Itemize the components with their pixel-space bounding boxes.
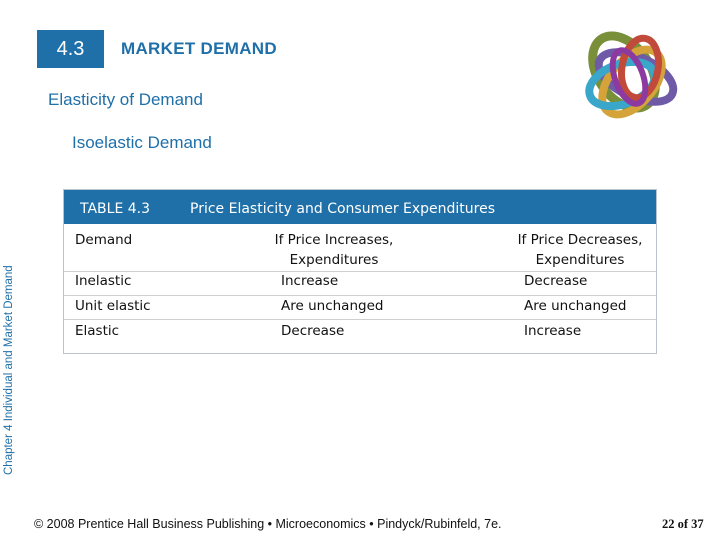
table-cell: Inelastic xyxy=(75,273,132,289)
table-cell: Elastic xyxy=(75,323,120,339)
slide-subtitle: Elasticity of Demand xyxy=(48,90,203,109)
page-number: 22 of 37 xyxy=(662,517,704,531)
column-header-price-decreases: If Price Decreases, Expenditures xyxy=(480,230,680,270)
chapter-sidebar-label: Chapter 4 Individual and Market Demand xyxy=(3,265,15,475)
column-header-price-increases: If Price Increases, Expenditures xyxy=(234,230,434,270)
footer-copyright: © 2008 Prentice Hall Business Publishing… xyxy=(34,517,502,531)
section-title: MARKET DEMAND xyxy=(121,39,277,58)
table-row-divider xyxy=(64,271,656,272)
slide-topic: Isoelastic Demand xyxy=(72,133,212,152)
section-number-badge: 4.3 xyxy=(37,30,104,68)
table-cell: Are unchanged xyxy=(524,298,627,314)
section-number: 4.3 xyxy=(56,37,85,60)
column-header-line: If Price Increases, xyxy=(274,232,394,248)
table-caption: Price Elasticity and Consumer Expenditur… xyxy=(190,201,496,217)
elasticity-table: TABLE 4.3 Price Elasticity and Consumer … xyxy=(63,189,657,354)
table-row-divider xyxy=(64,319,656,320)
table-cell: Are unchanged xyxy=(281,298,384,314)
table-row-divider xyxy=(64,295,656,296)
table-cell: Decrease xyxy=(281,323,345,339)
table-header-bar: TABLE 4.3 Price Elasticity and Consumer … xyxy=(64,190,656,224)
table-cell: Increase xyxy=(281,273,339,289)
column-header-line: Expenditures xyxy=(535,252,625,268)
table-cell: Decrease xyxy=(524,273,588,289)
column-header-demand: Demand xyxy=(75,232,133,248)
table-number: TABLE 4.3 xyxy=(80,201,151,217)
column-header-line: Expenditures xyxy=(289,252,379,268)
interlocking-rings-icon xyxy=(585,31,678,119)
table-cell: Unit elastic xyxy=(75,298,151,314)
table-cell: Increase xyxy=(524,323,582,339)
column-header-line: If Price Decreases, xyxy=(517,232,643,248)
